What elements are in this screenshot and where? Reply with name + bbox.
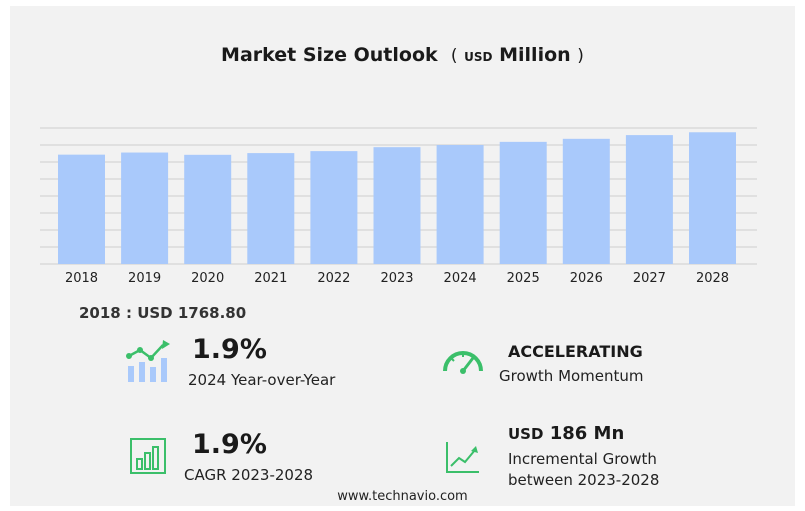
cagr-value: 1.9% (192, 429, 267, 460)
x-tick-label: 2026 (570, 271, 603, 286)
base-year-value: 2018 : USD 1768.80 (79, 304, 247, 322)
title-main: Market Size Outlook (221, 44, 438, 66)
bar-2019 (121, 152, 169, 264)
incremental-value: USD 186 Mn (508, 423, 624, 444)
growth-bars-icon (126, 340, 170, 382)
momentum-label: Growth Momentum (499, 367, 644, 385)
chart-title: Market Size Outlook ( USD Million ) (0, 44, 805, 66)
x-tick-label: 2021 (254, 271, 287, 286)
title-close-paren: ) (577, 46, 584, 66)
momentum-value: ACCELERATING (508, 342, 643, 361)
bar-chart-icon (130, 438, 166, 474)
line-chart-icon (446, 442, 479, 473)
incremental-unit: USD (508, 425, 544, 443)
x-tick-label: 2018 (65, 271, 98, 286)
x-tick-label: 2024 (444, 271, 477, 286)
x-tick-label: 2025 (507, 271, 540, 286)
incremental-amount: 186 Mn (549, 423, 625, 444)
speedometer-icon (443, 351, 483, 374)
title-open-paren: ( (450, 46, 458, 66)
x-tick-label: 2028 (696, 271, 729, 286)
bar-2024 (436, 145, 484, 264)
cagr-label: CAGR 2023-2028 (184, 466, 314, 484)
bar-2026 (562, 138, 610, 264)
bar-2028 (689, 132, 736, 264)
bar-2022 (310, 151, 358, 264)
title-unit: USD (464, 50, 493, 64)
x-tick-label: 2023 (380, 271, 413, 286)
x-tick-label: 2022 (317, 271, 350, 286)
bar-2020 (184, 154, 232, 264)
x-tick-label: 2020 (191, 271, 224, 286)
bar-2018 (58, 154, 105, 264)
yoy-value: 1.9% (192, 334, 267, 365)
title-scale: Million (499, 44, 571, 66)
incremental-label-1: Incremental Growth (508, 450, 657, 468)
yoy-label: 2024 Year-over-Year (188, 371, 336, 389)
bar-2023 (373, 147, 421, 264)
bar-2027 (625, 135, 673, 264)
x-tick-label: 2027 (633, 271, 666, 286)
incremental-label-2: between 2023-2028 (508, 471, 660, 489)
source-link[interactable]: www.technavio.com (337, 489, 468, 504)
bar-2025 (499, 141, 547, 264)
x-tick-label: 2019 (128, 271, 161, 286)
bar-chart: 2018 2019 2020 2021 2022 2023 2024 2025 2026 2027… (40, 127, 757, 286)
bar-2021 (247, 153, 295, 264)
